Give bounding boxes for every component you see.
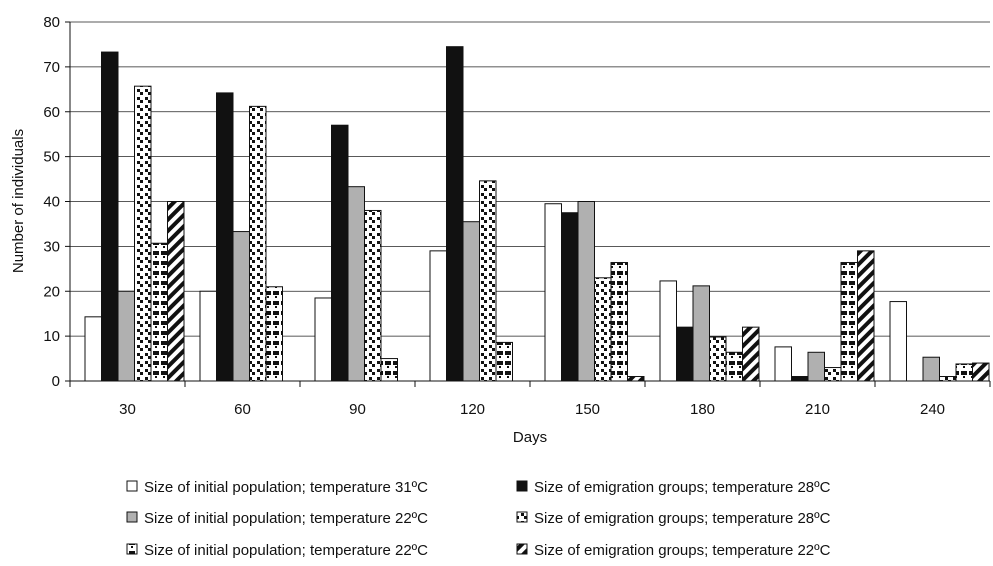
bar	[232, 231, 250, 382]
y-tick-label: 70	[43, 59, 60, 76]
bar	[692, 285, 710, 382]
bar	[331, 124, 349, 382]
y-tick-label: 0	[52, 373, 60, 390]
bar	[495, 341, 513, 382]
x-tick-label: 60	[234, 401, 251, 418]
legend-label: Size of emigration groups; temperature 2…	[534, 510, 831, 527]
bar	[446, 46, 464, 382]
y-axis-label: Number of individuals	[10, 129, 27, 273]
x-tick-label: 120	[460, 401, 485, 418]
bar	[150, 242, 168, 382]
bar	[462, 221, 480, 382]
bar	[791, 376, 809, 382]
x-tick-label: 150	[575, 401, 600, 418]
bar	[84, 316, 102, 382]
legend: Size of initial population; temperature …	[126, 479, 831, 559]
legend-swatch	[516, 511, 528, 523]
bar	[627, 376, 645, 382]
bar	[380, 358, 398, 382]
y-tick-label: 60	[43, 104, 60, 121]
legend-label: Size of emigration groups; temperature 2…	[534, 542, 831, 559]
bar	[265, 286, 283, 382]
bar	[314, 297, 332, 382]
bar	[347, 186, 365, 382]
bar	[774, 346, 792, 382]
bar	[676, 326, 694, 382]
y-tick-label: 30	[43, 238, 60, 255]
bar	[857, 250, 875, 382]
bar	[725, 351, 743, 382]
bar	[364, 209, 382, 382]
legend-label: Size of emigration groups; temperature 2…	[534, 479, 831, 496]
legend-swatch	[126, 480, 138, 492]
bar	[577, 201, 595, 382]
x-tick-label: 180	[690, 401, 715, 418]
bar	[659, 280, 677, 382]
bar	[134, 85, 152, 382]
bar	[216, 92, 234, 382]
legend-swatch	[126, 511, 138, 523]
bar	[807, 351, 825, 382]
legend-swatch	[516, 480, 528, 492]
x-axis-label: Days	[513, 429, 547, 446]
bar	[610, 262, 628, 382]
legend-label: Size of initial population; temperature …	[144, 542, 428, 559]
bar	[939, 376, 957, 382]
x-tick-label: 30	[119, 401, 136, 418]
legend-swatch	[516, 543, 528, 555]
bar	[840, 262, 858, 382]
legend-label: Size of initial population; temperature …	[144, 479, 428, 496]
bar	[824, 367, 842, 382]
bar	[117, 290, 135, 382]
bar	[167, 201, 185, 382]
bar	[544, 203, 562, 382]
y-tick-label: 10	[43, 328, 60, 345]
x-tick-label: 90	[349, 401, 366, 418]
bar	[889, 301, 907, 382]
y-tick-label: 20	[43, 283, 60, 300]
y-tick-label: 40	[43, 194, 60, 211]
bar	[709, 336, 727, 382]
bar	[479, 180, 497, 382]
y-tick-label: 80	[43, 14, 60, 31]
legend-swatch	[126, 543, 138, 555]
legend-label: Size of initial population; temperature …	[144, 510, 428, 527]
bar	[594, 277, 612, 382]
x-tick-label: 210	[805, 401, 830, 418]
y-axis-ticks: 0 10 20 30 40 50 60 70 80	[43, 14, 70, 390]
x-axis-ticks: 30 60 90 120 150 180 210 240	[69, 381, 991, 418]
x-tick-label: 240	[920, 401, 945, 418]
bar	[742, 326, 760, 382]
bar	[561, 212, 579, 382]
bar	[955, 363, 973, 382]
bar	[972, 362, 990, 382]
y-tick-label: 50	[43, 149, 60, 166]
bar	[249, 105, 267, 382]
bar	[922, 356, 940, 382]
bar	[429, 250, 447, 382]
bar	[199, 290, 217, 382]
bars	[84, 46, 990, 382]
bar	[101, 51, 119, 382]
